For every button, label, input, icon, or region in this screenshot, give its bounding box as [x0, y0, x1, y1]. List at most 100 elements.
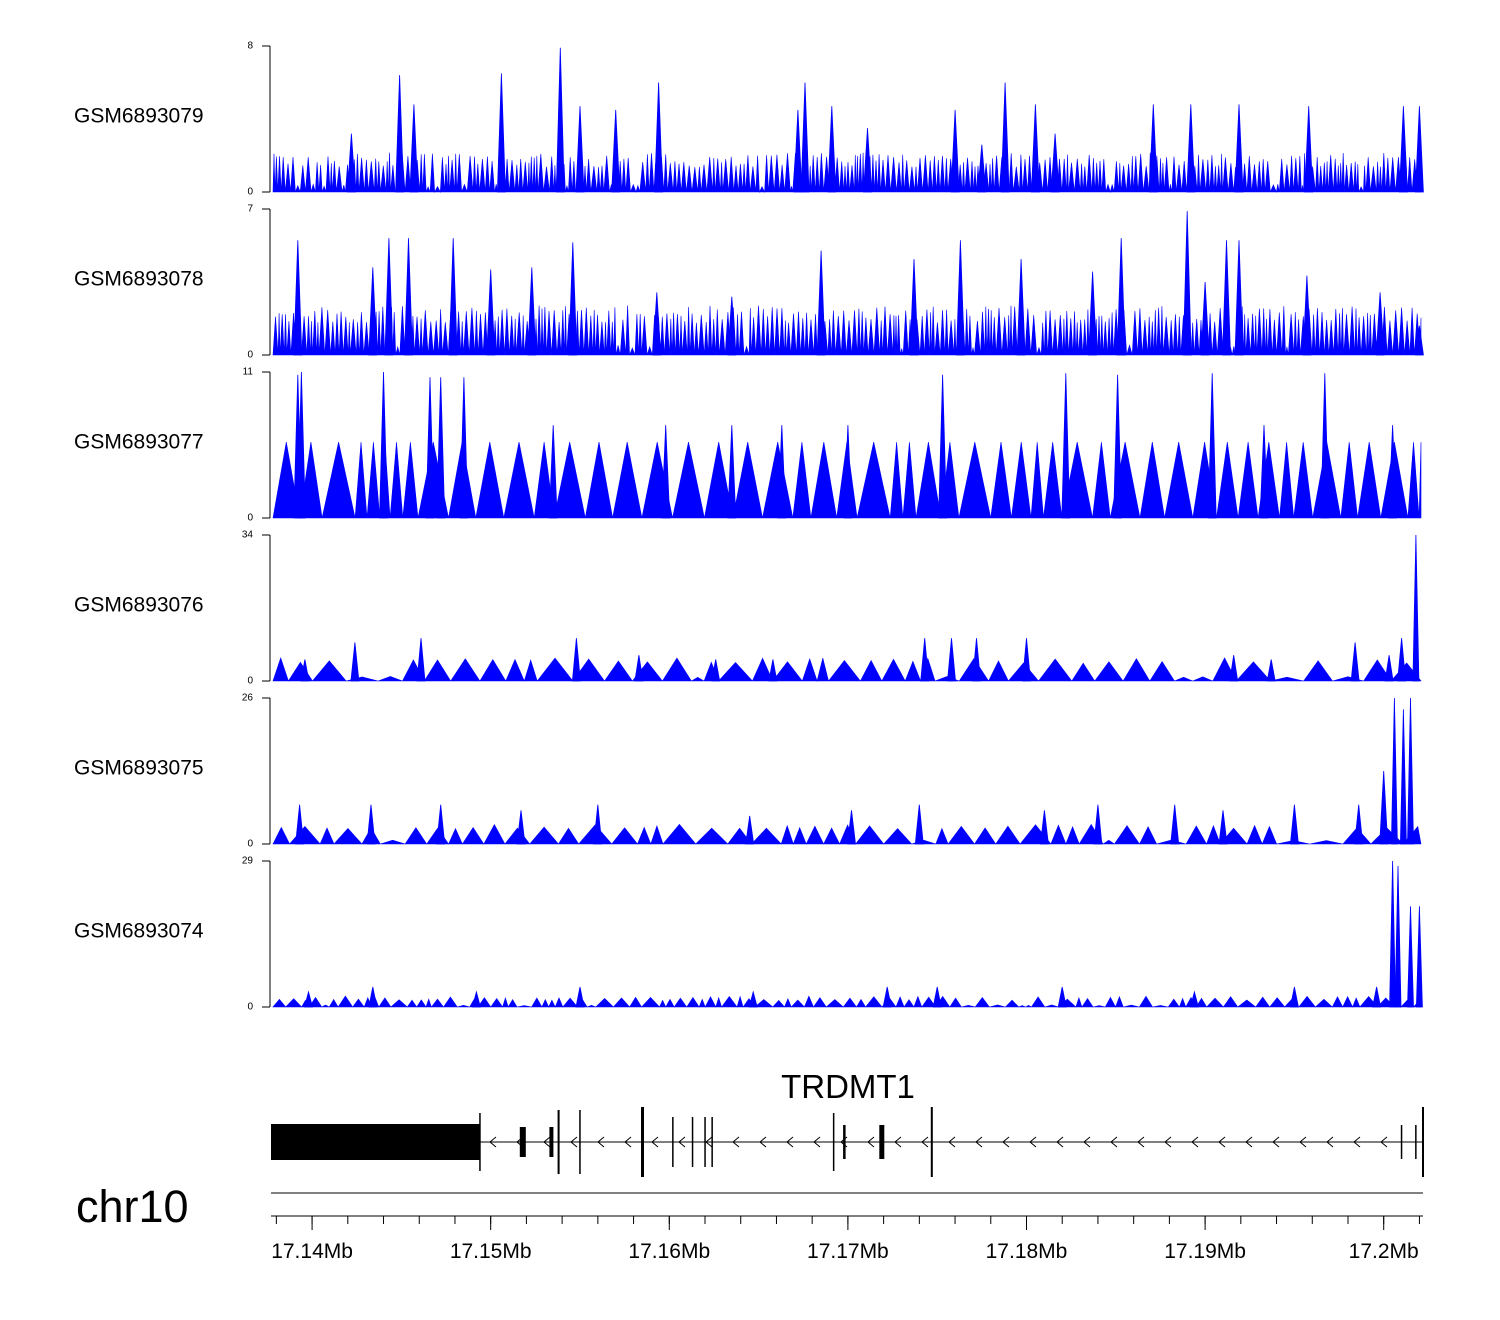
y-tick-label-max: 8: [247, 41, 253, 52]
coverage-peak: [1116, 238, 1126, 356]
exon: [519, 1127, 526, 1157]
coverage-peak: [1384, 655, 1394, 682]
exon: [930, 1107, 933, 1177]
coverage-peak: [300, 659, 310, 682]
strand-arrow: [1380, 1136, 1388, 1148]
coverage-peak: [303, 990, 314, 1008]
coverage-peak: [847, 810, 856, 845]
y-tick-label-min: 0: [247, 676, 253, 687]
y-tick-label-min: 0: [247, 1002, 253, 1013]
coverage-peak: [777, 425, 787, 519]
exon: [579, 1110, 581, 1174]
coverage-peak: [1189, 990, 1199, 1008]
coverage-peak: [1170, 804, 1180, 845]
strand-arrow: [1137, 1136, 1145, 1148]
y-tick-label-min: 0: [247, 350, 253, 361]
coverage-peak: [1259, 425, 1269, 519]
genome-axis: chr10 17.14Mb 17.15Mb 17.16Mb 17.17Mb 17.18Mb…: [76, 1181, 1423, 1263]
coverage-peak: [1022, 638, 1031, 682]
track-label: GSM6893079: [74, 105, 204, 128]
coverage-peak: [863, 128, 872, 193]
track-GSM6893078: GSM6893078 7 0: [74, 204, 1424, 361]
x-tick-label: 17.17Mb: [807, 1240, 889, 1263]
coverage-peak: [575, 986, 585, 1008]
strand-arrow: [1110, 1136, 1118, 1148]
coverage-peak: [1289, 804, 1299, 845]
coverage-peak: [575, 106, 585, 193]
coverage-peak: [1379, 770, 1389, 845]
y-tick-label-max: 11: [243, 367, 254, 378]
coverage-peak: [882, 986, 892, 1008]
coverage-peak: [516, 810, 526, 845]
coverage-peak: [1000, 82, 1010, 193]
strand-arrow: [1245, 1136, 1253, 1148]
coverage-area: [272, 152, 1422, 194]
coverage-peak: [527, 267, 537, 356]
coverage-peak: [1394, 865, 1402, 1008]
coverage-peak: [972, 638, 981, 682]
coverage-peak: [661, 425, 671, 519]
exon: [1422, 1107, 1424, 1177]
coverage-peak: [748, 990, 758, 1008]
strand-arrow: [1353, 1136, 1361, 1148]
coverage-peak: [296, 371, 306, 519]
strand-arrow: [1299, 1136, 1307, 1148]
coverage-peak: [1234, 240, 1244, 356]
coverage-peak: [368, 986, 378, 1008]
coverage-peak: [1088, 271, 1098, 356]
track-GSM6893076: GSM6893076 34 0: [74, 530, 1422, 687]
coverage-peak: [346, 133, 356, 193]
coverage-peak: [654, 82, 664, 193]
coverage-peak: [1030, 104, 1040, 193]
y-tick-label-max: 7: [247, 204, 253, 215]
coverage-peak: [1218, 810, 1228, 845]
strand-arrow: [1056, 1136, 1064, 1148]
coverage-peak: [379, 371, 388, 519]
coverage-peak: [1182, 211, 1192, 356]
strand-arrow: [1191, 1136, 1199, 1148]
coverage-peak: [1354, 804, 1364, 845]
coverage-peak: [768, 659, 778, 682]
coverage-peak: [1289, 986, 1299, 1008]
y-tick-label-min: 0: [247, 187, 253, 198]
coverage-peak: [496, 73, 506, 193]
coverage-peak: [395, 75, 405, 193]
coverage-peak: [1304, 106, 1314, 193]
coverage-peak: [727, 296, 737, 356]
coverage-peak: [1412, 534, 1420, 682]
coverage-peak: [843, 425, 853, 519]
strand-arrow: [948, 1136, 956, 1148]
coverage-peak: [611, 109, 621, 193]
coverage-peak: [816, 250, 826, 356]
y-tick-label-min: 0: [247, 839, 253, 850]
coverage-area: [272, 657, 1422, 683]
strand-arrow: [543, 1136, 551, 1148]
y-tick-label-min: 0: [247, 513, 253, 524]
coverage-peak: [1113, 374, 1123, 519]
coverage-peak: [1414, 106, 1424, 193]
strand-arrow: [705, 1136, 713, 1148]
coverage-tracks: GSM689307980GSM689307870GSM6893077110GSM…: [74, 41, 1424, 1013]
coverage-peak: [1186, 104, 1196, 193]
strand-arrow: [1002, 1136, 1010, 1148]
coverage-peak: [409, 104, 419, 193]
y-tick-label-max: 34: [242, 530, 254, 541]
coverage-peak: [404, 238, 413, 356]
coverage-peak: [1093, 804, 1103, 845]
x-tick-label: 17.18Mb: [986, 1240, 1068, 1263]
coverage-peak: [459, 377, 469, 519]
x-tick-label: 17.16Mb: [628, 1240, 710, 1263]
coverage-peak: [920, 638, 930, 682]
coverage-peak: [1229, 655, 1239, 682]
coverage-peak: [950, 109, 960, 193]
strand-arrow: [813, 1136, 821, 1148]
gene-label: TRDMT1: [781, 1068, 915, 1105]
coverage-peak: [827, 106, 837, 193]
track-label: GSM6893074: [74, 920, 204, 943]
exon: [704, 1117, 706, 1167]
coverage-peak: [727, 425, 737, 519]
coverage-peak: [436, 377, 446, 519]
y-tick-label-max: 26: [242, 693, 254, 704]
coverage-peak: [1407, 906, 1414, 1008]
coverage-peak: [1302, 275, 1312, 356]
